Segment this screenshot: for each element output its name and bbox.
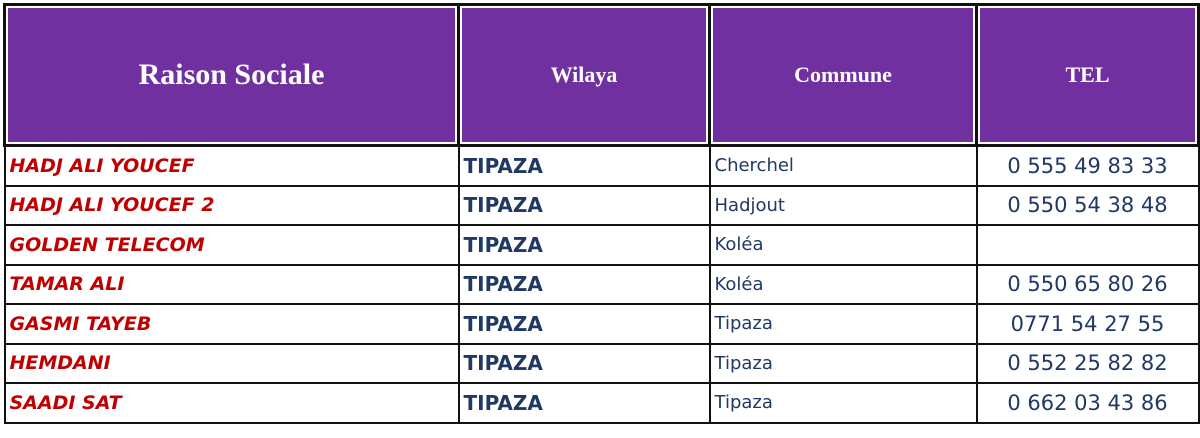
table-cell: GOLDEN TELECOM (3, 224, 460, 266)
table-cell: TAMAR ALI (3, 263, 460, 305)
table-cell: Hadjout (708, 184, 978, 226)
table-cell: TIPAZA (457, 303, 711, 345)
table-row: GOLDEN TELECOM TIPAZA Koléa (3, 224, 1200, 266)
header-row: Raison Sociale Wilaya Commune TEL (3, 3, 1200, 147)
dealer-table: Raison Sociale Wilaya Commune TEL HADJ A… (3, 3, 1200, 424)
table-cell: Tipaza (708, 303, 978, 345)
table-cell: HEMDANI (3, 342, 460, 384)
table-cell: 0771 54 27 55 (975, 303, 1200, 345)
table-cell: Tipaza (708, 382, 978, 424)
table-cell: TIPAZA (457, 144, 711, 187)
table-cell: 0 552 25 82 82 (975, 342, 1200, 384)
table-row: TAMAR ALI TIPAZA Koléa 0 550 65 80 26 (3, 263, 1200, 305)
table-row: HEMDANI TIPAZA Tipaza 0 552 25 82 82 (3, 342, 1200, 384)
table-cell: 0 555 49 83 33 (975, 144, 1200, 187)
table-cell: Cherchel (708, 144, 978, 187)
table-cell: HADJ ALI YOUCEF (3, 144, 460, 187)
table-row: HADJ ALI YOUCEF TIPAZA Cherchel 0 555 49 83… (3, 144, 1200, 187)
table-cell: Koléa (708, 224, 978, 266)
table-row: HADJ ALI YOUCEF 2 TIPAZA Hadjout 0 550 54 3… (3, 184, 1200, 226)
header-cell: TEL (975, 3, 1200, 147)
table-cell: Tipaza (708, 342, 978, 384)
table-cell: HADJ ALI YOUCEF 2 (3, 184, 460, 226)
table-cell: TIPAZA (457, 184, 711, 226)
header-cell: Raison Sociale (3, 3, 460, 147)
table-cell: 0 550 65 80 26 (975, 263, 1200, 305)
header-cell: Wilaya (457, 3, 711, 147)
table-row: SAADI SAT TIPAZA Tipaza 0 662 03 43 86 (3, 382, 1200, 424)
header-cell: Commune (708, 3, 978, 147)
table-cell: SAADI SAT (3, 382, 460, 424)
table-cell: Koléa (708, 263, 978, 305)
table-cell (975, 224, 1200, 266)
table-cell: TIPAZA (457, 342, 711, 384)
table-cell: TIPAZA (457, 382, 711, 424)
table-row: GASMI TAYEB TIPAZA Tipaza 0771 54 27 55 (3, 303, 1200, 345)
table-cell: TIPAZA (457, 224, 711, 266)
table-cell: GASMI TAYEB (3, 303, 460, 345)
table-cell: TIPAZA (457, 263, 711, 305)
table-cell: 0 662 03 43 86 (975, 382, 1200, 424)
table-cell: 0 550 54 38 48 (975, 184, 1200, 226)
table-body: HADJ ALI YOUCEF TIPAZA Cherchel 0 555 49 83… (3, 144, 1200, 424)
